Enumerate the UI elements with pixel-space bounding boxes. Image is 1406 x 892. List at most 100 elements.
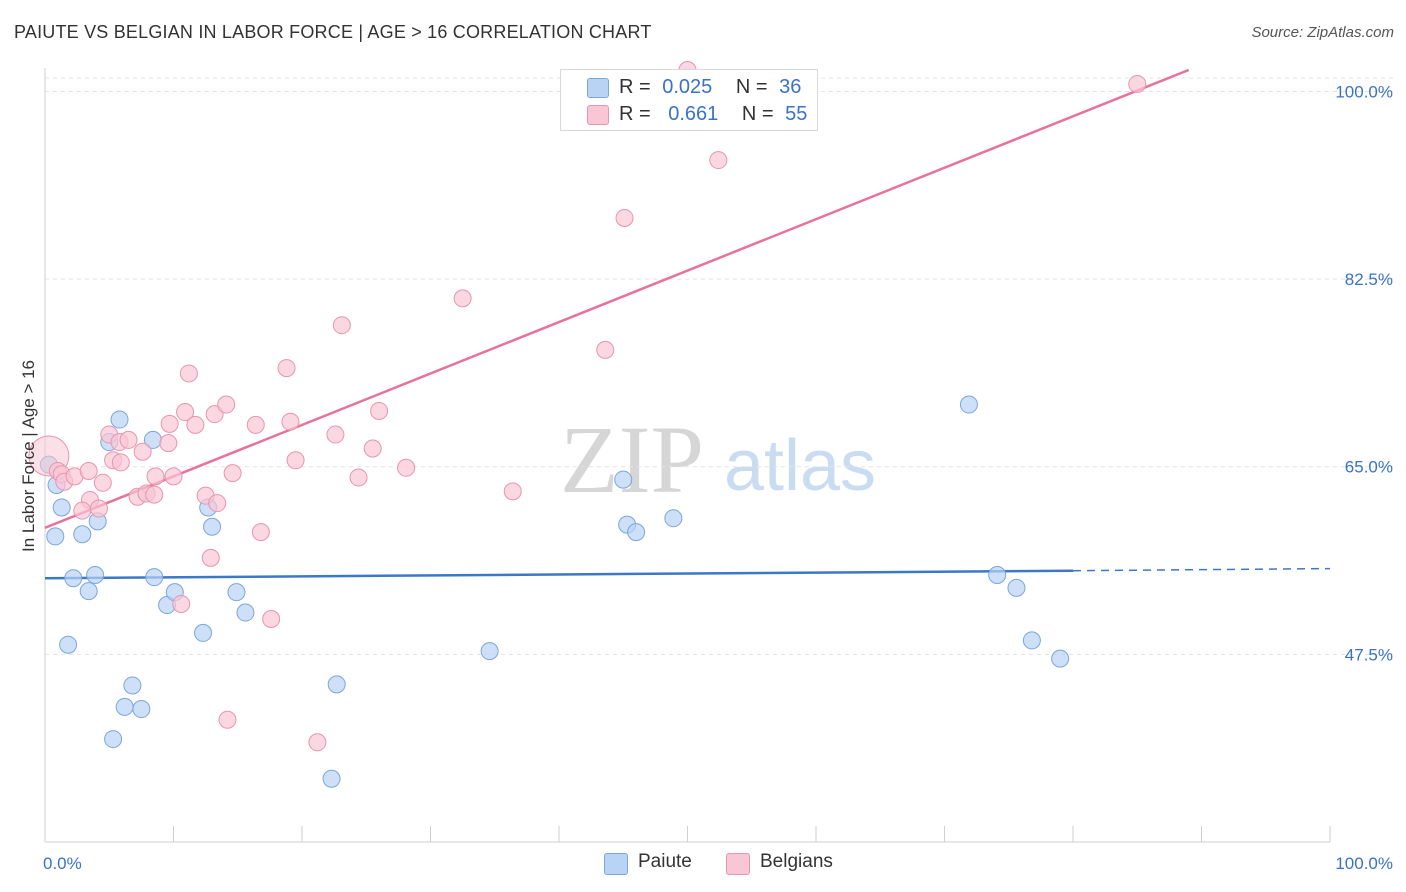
belgians-point: [172, 594, 191, 613]
belgians-point: [503, 482, 522, 501]
legend-r-value: 0.661: [668, 103, 719, 125]
belgians-point: [326, 425, 345, 444]
paiute-point: [123, 676, 142, 695]
paiute-point: [145, 568, 164, 587]
legend-swatch-belgians: [726, 853, 750, 875]
belgians-point: [208, 494, 227, 513]
belgians-point: [73, 501, 92, 520]
legend-r-label: R =: [619, 103, 651, 125]
legend-swatch-paiute: [587, 78, 609, 98]
legend-swatch-belgians: [587, 105, 609, 125]
legend-n-value: 36: [779, 76, 802, 98]
belgians-point: [217, 395, 236, 414]
belgians-point: [596, 340, 615, 359]
paiute-point: [203, 517, 222, 536]
legend-label-belgians: Belgians: [760, 851, 833, 872]
belgians-point: [615, 208, 634, 227]
paiute-point: [64, 569, 83, 588]
belgians-point: [145, 485, 164, 504]
watermark: ZIP atlas: [560, 406, 876, 513]
paiute-point: [327, 675, 346, 694]
y-axis-label: In Labor Force | Age > 16: [19, 360, 38, 552]
paiute-point: [322, 769, 341, 788]
x-tick-labels: 0.0% 100.0%: [43, 854, 1393, 873]
belgians-point: [277, 359, 296, 378]
belgians-point: [397, 458, 416, 477]
x-tick-label: 100.0%: [1335, 854, 1393, 873]
belgians-point: [119, 430, 138, 449]
belgians-point: [308, 733, 327, 752]
legend-swatch-paiute: [604, 853, 628, 875]
belgians-point: [160, 414, 179, 433]
belgians-point: [246, 415, 265, 434]
belgians-point: [93, 473, 112, 492]
y-tick-label: 82.5%: [1345, 270, 1393, 289]
paiute-point: [79, 582, 98, 601]
belgians-point: [251, 523, 270, 542]
belgians-point: [1128, 74, 1147, 93]
paiute-point: [1007, 578, 1026, 597]
belgians-point: [370, 401, 389, 420]
belgians-point: [262, 609, 281, 628]
paiute-point: [194, 623, 213, 642]
belgians-point: [89, 499, 108, 518]
belgians-point: [133, 442, 152, 461]
paiute-point: [236, 603, 255, 622]
paiute-point: [115, 697, 134, 716]
paiute-point: [1051, 649, 1070, 668]
paiute-trend-extension: [1072, 567, 1331, 572]
watermark-zip: ZIP: [560, 406, 704, 513]
x-tick-label: 0.0%: [43, 854, 82, 873]
legend-n-value: 55: [785, 103, 808, 125]
chart-source: Source: ZipAtlas.com: [1251, 24, 1394, 41]
correlation-legend: R = 0.025 N = 36 R = 0.661 N = 55: [560, 69, 818, 131]
legend-n-label: N =: [741, 103, 774, 125]
paiute-point: [627, 523, 646, 542]
belgians-point: [201, 548, 220, 567]
paiute-point: [132, 700, 151, 719]
belgians-point: [205, 405, 224, 424]
legend-label-paiute: Paiute: [638, 851, 692, 872]
y-tick-label: 47.5%: [1345, 645, 1393, 664]
paiute-point: [1022, 631, 1041, 650]
chart-title: PAIUTE VS BELGIAN IN LABOR FORCE | AGE >…: [14, 22, 652, 42]
belgians-point: [332, 316, 351, 335]
belgians-point: [453, 289, 472, 308]
belgians-point: [281, 412, 300, 431]
paiute-point: [614, 470, 633, 489]
belgians-point: [363, 439, 382, 458]
paiute-point: [86, 566, 105, 585]
belgians-point: [223, 464, 242, 483]
paiute-point: [988, 566, 1007, 585]
paiute-point: [110, 410, 129, 429]
paiute-trend-line: [44, 569, 1074, 580]
legend-r-label: R =: [619, 76, 651, 98]
paiute-point: [73, 525, 92, 544]
trend-lines: [44, 68, 1331, 580]
belgians-point: [186, 415, 205, 434]
paiute-point: [52, 498, 71, 517]
y-tick-label: 100.0%: [1335, 82, 1393, 101]
legend-r-value: 0.025: [662, 76, 713, 98]
belgians-point: [349, 468, 368, 487]
paiute-point: [59, 635, 78, 654]
paiute-point: [664, 509, 683, 528]
paiute-point: [104, 730, 123, 749]
paiute-point: [480, 642, 499, 661]
belgians-point: [286, 451, 305, 470]
y-tick-labels: 47.5% 65.0% 82.5% 100.0%: [1335, 82, 1393, 664]
data-points: [28, 61, 1147, 788]
legend-n-label: N =: [735, 76, 768, 98]
belgians-point: [709, 151, 728, 170]
paiute-point: [227, 583, 246, 602]
y-tick-label: 65.0%: [1345, 458, 1393, 477]
belgians-point: [79, 462, 98, 481]
belgians-point: [179, 364, 198, 383]
belgians-point: [146, 467, 165, 486]
belgians-point: [164, 467, 183, 486]
belgians-point: [176, 403, 195, 422]
paiute-point: [46, 527, 65, 546]
paiute-point: [959, 395, 978, 414]
belgians-trend-line: [44, 68, 1190, 529]
